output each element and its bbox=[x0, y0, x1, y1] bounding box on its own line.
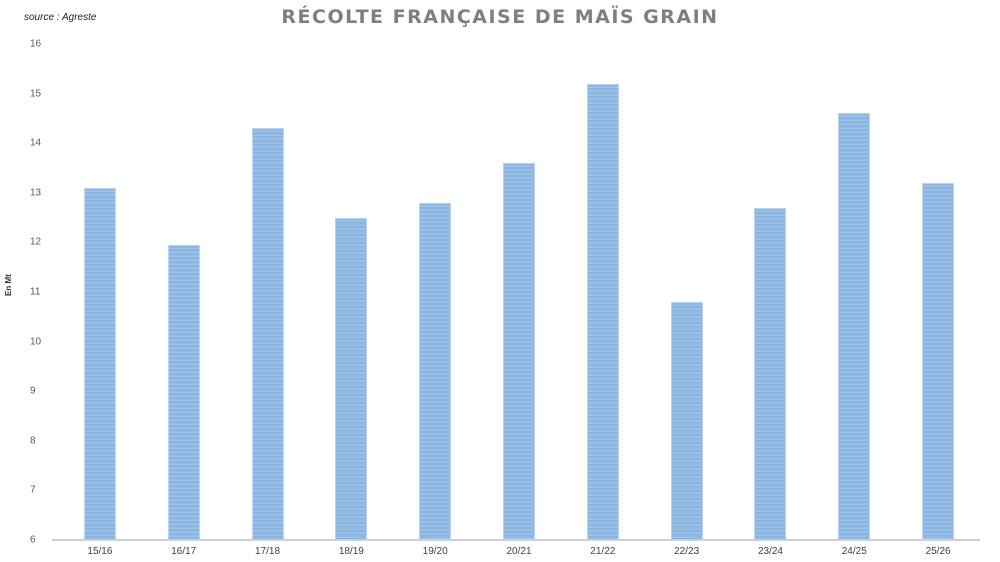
bar-23-24 bbox=[754, 207, 787, 540]
x-tick-label: 20/21 bbox=[506, 546, 532, 557]
y-tick-label: 6 bbox=[30, 534, 36, 546]
y-tick-label: 13 bbox=[30, 187, 42, 199]
y-tick-label: 8 bbox=[30, 435, 36, 447]
chart-title: RÉCOLTE FRANÇAISE DE MAÏS GRAIN bbox=[281, 6, 719, 28]
y-tick-label: 7 bbox=[30, 484, 36, 496]
bar-18-19 bbox=[335, 217, 368, 540]
x-tick-label: 15/16 bbox=[87, 546, 113, 557]
bar-19-20 bbox=[419, 202, 452, 540]
bar-25-26 bbox=[922, 182, 955, 540]
y-tick-label: 12 bbox=[30, 236, 42, 248]
x-tick-label: 19/20 bbox=[422, 546, 448, 557]
x-axis-line bbox=[52, 539, 980, 541]
x-tick-label: 21/22 bbox=[590, 546, 616, 557]
x-tick-label: 18/19 bbox=[338, 546, 364, 557]
bar-22-23 bbox=[670, 301, 703, 540]
bar-15-16 bbox=[83, 187, 116, 540]
x-tick-label: 25/26 bbox=[925, 546, 951, 557]
y-tick-label: 9 bbox=[30, 385, 36, 397]
x-tick-label: 24/25 bbox=[841, 546, 867, 557]
x-tick-label: 23/24 bbox=[757, 546, 783, 557]
bar-17-18 bbox=[251, 128, 284, 540]
y-tick-label: 15 bbox=[30, 88, 42, 100]
y-tick-label: 11 bbox=[30, 286, 41, 298]
x-tick-label: 22/23 bbox=[674, 546, 700, 557]
y-axis-label: En Mt bbox=[4, 274, 13, 296]
bar-21-22 bbox=[586, 83, 619, 540]
bar-24-25 bbox=[838, 113, 871, 540]
x-tick-label: 16/17 bbox=[171, 546, 197, 557]
x-tick-label: 17/18 bbox=[255, 546, 281, 557]
y-tick-label: 16 bbox=[30, 38, 42, 50]
source-note: source : Agreste bbox=[24, 12, 97, 23]
y-tick-label: 10 bbox=[30, 336, 42, 348]
bar-20-21 bbox=[503, 163, 535, 540]
y-tick-label: 14 bbox=[30, 137, 42, 149]
bar-16-17 bbox=[167, 244, 200, 540]
